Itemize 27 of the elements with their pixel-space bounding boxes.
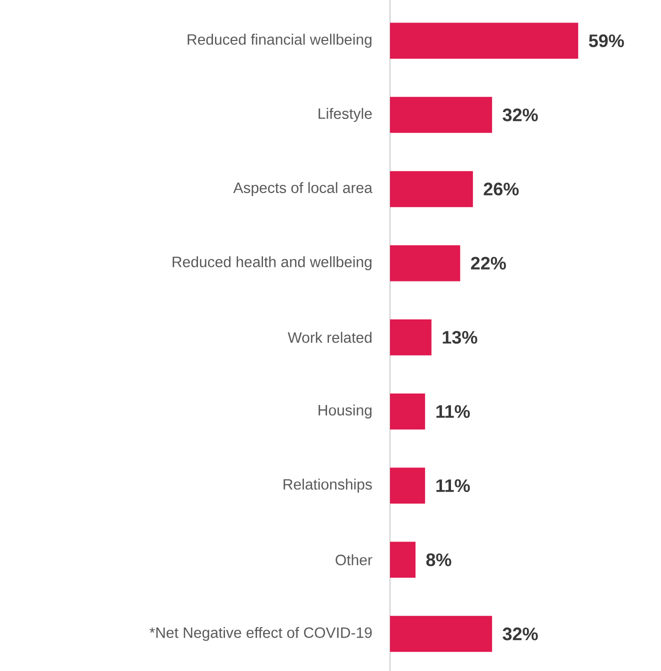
data-label: 13% bbox=[442, 330, 478, 344]
bar bbox=[390, 171, 473, 208]
bar bbox=[390, 245, 460, 282]
y-tick-label: Work related bbox=[288, 332, 372, 343]
data-label: 11% bbox=[436, 479, 470, 492]
bar bbox=[390, 616, 492, 652]
bar bbox=[390, 319, 432, 356]
y-tick-label: Other bbox=[336, 554, 372, 566]
data-label: 59% bbox=[588, 34, 624, 48]
bar bbox=[390, 394, 426, 430]
data-label: 22% bbox=[471, 256, 506, 270]
bar bbox=[390, 542, 416, 578]
data-label: 32% bbox=[502, 628, 538, 640]
y-tick-label: Reduced health and wellbeing bbox=[172, 256, 372, 270]
bar bbox=[390, 22, 578, 59]
y-tick-label: *Net Negative effect of COVID-19 bbox=[150, 626, 372, 641]
y-tick-label: Lifestyle bbox=[318, 108, 372, 122]
data-label: 11% bbox=[436, 405, 470, 418]
data-label: 8% bbox=[426, 553, 452, 566]
y-tick-label: Reduced financial wellbeing bbox=[188, 34, 372, 48]
data-label: 32% bbox=[502, 108, 538, 122]
data-label: 26% bbox=[484, 182, 519, 196]
y-tick-label: Housing bbox=[318, 404, 372, 418]
y-tick-label: Relationships bbox=[284, 478, 372, 493]
bar bbox=[390, 96, 492, 133]
y-tick-label: Aspects of local area bbox=[233, 182, 372, 196]
bar bbox=[390, 468, 426, 504]
